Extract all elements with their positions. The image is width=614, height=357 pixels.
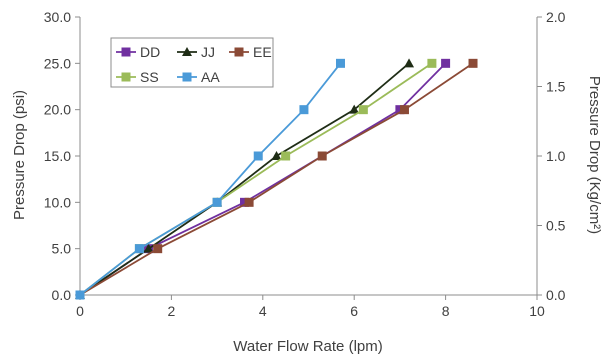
legend-item-ss: SS (116, 69, 159, 85)
legend-marker-ee (234, 47, 244, 57)
y-tick-label: 25.0 (44, 55, 71, 71)
data-point-jj (404, 58, 415, 68)
plot-area (75, 58, 478, 300)
data-point-ss (427, 58, 437, 68)
series-jj (75, 58, 415, 299)
data-point-aa (134, 244, 144, 254)
y2-axis-title: Pressure Drop (Kg/cm²) (586, 76, 603, 234)
legend-marker-ss (121, 72, 131, 82)
data-point-ee (244, 197, 254, 207)
x-tick-label: 2 (168, 303, 176, 319)
legend-box (110, 37, 274, 88)
x-tick-label: 6 (350, 303, 358, 319)
y2-tick-label: 2.0 (546, 9, 566, 25)
series-line-dd (79, 62, 447, 296)
data-point-aa (253, 151, 263, 161)
y-tick-label: 20.0 (44, 102, 71, 118)
series-aa (75, 58, 345, 300)
legend-label-aa: AA (201, 69, 220, 85)
series-ee (75, 58, 478, 300)
x-tick-label: 4 (259, 303, 267, 319)
y2-tick-label: 1.5 (546, 79, 566, 95)
x-tick-label: 0 (76, 303, 84, 319)
data-point-ss (281, 151, 291, 161)
data-point-jj (143, 243, 154, 253)
y-tick-label: 0.0 (52, 287, 72, 303)
y-tick-label: 10.0 (44, 194, 71, 210)
x-axis-title: Water Flow Rate (lpm) (233, 338, 382, 355)
legend: DD JJ EE SS AA (110, 37, 274, 88)
data-point-jj (349, 104, 360, 114)
legend-marker-aa (182, 72, 192, 82)
x-tick-label: 8 (442, 303, 450, 319)
y-tick-label: 15.0 (44, 148, 71, 164)
axes: 0 2 4 6 8 100.05.010.015.020.025.030.00.00.51… (44, 9, 566, 319)
legend-marker-dd (121, 47, 131, 57)
data-point-ss (358, 105, 368, 115)
legend-label-jj: JJ (201, 44, 215, 60)
data-point-ee (317, 151, 327, 161)
data-point-aa (75, 290, 85, 300)
y-axis-title: Pressure Drop (psi) (11, 90, 28, 220)
y2-tick-label: 1.0 (546, 148, 566, 164)
y-tick-label: 30.0 (44, 9, 71, 25)
data-point-dd (240, 197, 250, 207)
legend-item-jj: JJ (177, 44, 215, 60)
legend-marker-jj (182, 47, 192, 56)
data-point-aa (212, 197, 222, 207)
y2-tick-label: 0.5 (546, 218, 566, 234)
legend-item-aa: AA (177, 69, 220, 85)
y2-tick-label: 0.0 (546, 287, 566, 303)
x-tick-label: 10 (529, 303, 545, 319)
legend-label-ss: SS (140, 69, 159, 85)
data-point-aa (335, 58, 345, 68)
data-point-aa (299, 105, 309, 115)
legend-label-ee: EE (253, 44, 272, 60)
legend-item-dd: DD (116, 44, 160, 60)
legend-label-dd: DD (140, 44, 160, 60)
y-tick-label: 5.0 (52, 241, 72, 257)
data-point-dd (395, 105, 405, 115)
data-point-ee (153, 244, 163, 254)
series-line-ee (79, 62, 474, 296)
data-point-jj (271, 151, 282, 160)
series-line-jj (79, 62, 410, 296)
data-point-ee (468, 58, 478, 68)
series-ss (75, 58, 437, 300)
series-line-aa (79, 62, 342, 296)
data-point-dd (441, 58, 451, 68)
data-point-ee (399, 105, 409, 115)
legend-item-ee: EE (229, 44, 272, 60)
